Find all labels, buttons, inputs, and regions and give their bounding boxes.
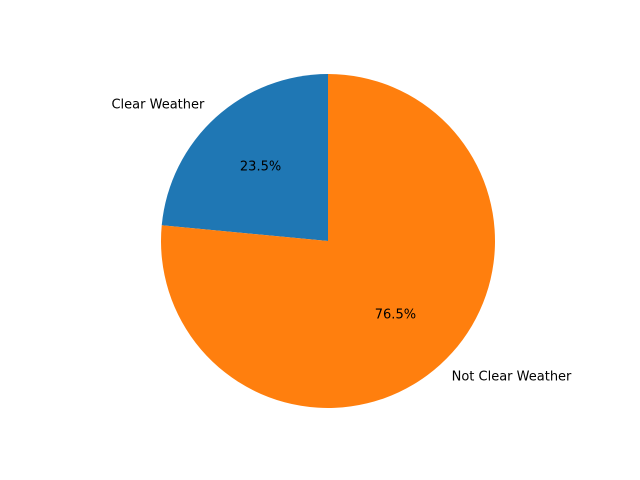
pie-percent-label-not-clear-weather: 76.5% <box>375 308 416 323</box>
pie-percent-label-clear-weather: 23.5% <box>240 159 281 174</box>
pie-slice-clear-weather <box>161 74 328 241</box>
pie-category-label-not-clear-weather: Not Clear Weather <box>452 369 572 384</box>
pie-slices <box>161 74 496 409</box>
pie-labels: 23.5% Clear Weather 76.5% Not Clear Weather <box>111 98 572 385</box>
pie-category-label-clear-weather: Clear Weather <box>111 98 205 113</box>
pie-slice-not-clear-weather <box>161 74 496 409</box>
